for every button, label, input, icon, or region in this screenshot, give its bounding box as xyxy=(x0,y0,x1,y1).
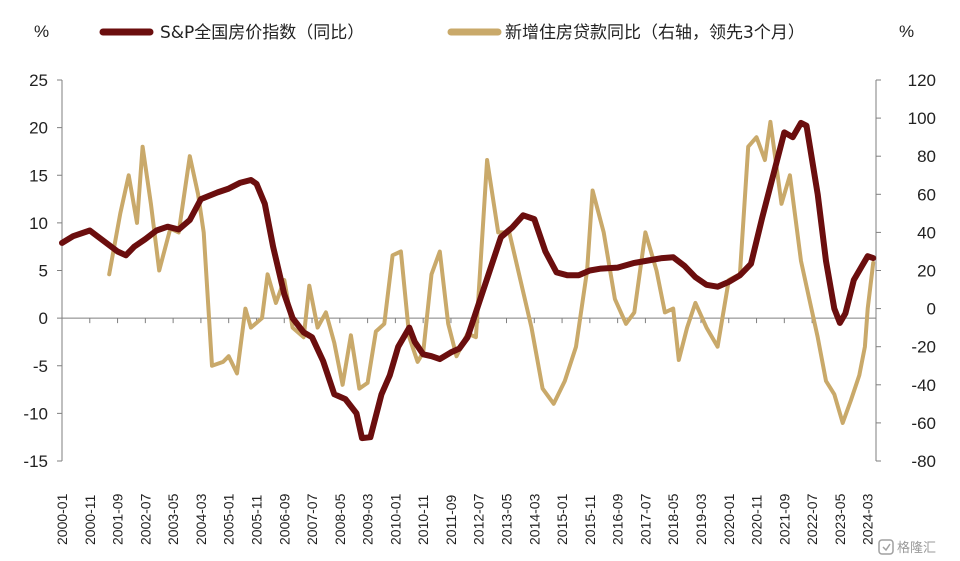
legend: S&P全国房价指数（同比） 新增住房贷款同比（右轴，领先3个月） xyxy=(99,23,805,43)
x-axis-tick-label: 2016-09 xyxy=(610,493,626,545)
x-axis-tick-label: 2000-11 xyxy=(82,494,98,545)
right-axis-tick-label: 80 xyxy=(917,147,936,166)
x-axis-tick-label: 2015-11 xyxy=(582,494,598,545)
series-lines xyxy=(59,119,877,442)
series-line-1 xyxy=(59,119,877,442)
left-axis-tick-label: 25 xyxy=(29,71,48,90)
left-axis-tick-label: 15 xyxy=(29,166,48,185)
left-axis-unit: % xyxy=(34,22,49,41)
x-axis-tick-label: 2015-01 xyxy=(554,493,570,545)
x-axis-tick-label: 2022-07 xyxy=(804,493,820,545)
x-axis-tick-label: 2023-05 xyxy=(832,493,848,545)
right-axis-tick-label: -80 xyxy=(911,452,936,471)
legend-label-series-1: S&P全国房价指数（同比） xyxy=(160,23,364,43)
axes: 25 20 15 10 5 0 -5 -10 -15 120 100 80 60 40 20 0 -20 -40 -… xyxy=(23,71,936,545)
series-line-2 xyxy=(107,119,876,425)
right-axis-unit: % xyxy=(899,22,914,41)
legend-label-series-2: 新增住房贷款同比（右轴，领先3个月） xyxy=(505,23,805,43)
x-axis-tick-label: 2011-09 xyxy=(443,494,459,545)
left-axis-tick-label: 0 xyxy=(39,309,48,328)
x-axis-tick-label: 2024-03 xyxy=(860,493,876,545)
x-axis-tick-label: 2005-11 xyxy=(248,494,264,545)
right-axis-tick-label: 120 xyxy=(908,71,936,90)
x-axis-tick-label: 2014-03 xyxy=(526,493,542,545)
left-axis-tick-label: 10 xyxy=(29,214,48,233)
right-axis-tick-label: 40 xyxy=(917,223,936,242)
right-axis-tick-label: 20 xyxy=(917,262,936,281)
right-axis-tick-label: -60 xyxy=(911,414,936,433)
x-axis-tick-label: 2010-11 xyxy=(415,494,431,545)
x-axis-tick-label: 2005-01 xyxy=(221,493,237,545)
left-axis-tick-label: 5 xyxy=(39,262,48,281)
x-axis-tick-label: 2020-01 xyxy=(721,493,737,545)
right-axis-tick-label: 0 xyxy=(927,300,936,319)
x-axis-tick-label: 2021-09 xyxy=(776,493,792,545)
left-axis-tick-label: -15 xyxy=(23,452,48,471)
watermark-logo-icon xyxy=(878,539,894,555)
x-axis-tick-label: 2010-01 xyxy=(387,493,403,545)
right-axis-tick-label: 100 xyxy=(908,109,936,128)
left-axis-tick-label: -5 xyxy=(33,357,48,376)
x-axis-tick-label: 2017-07 xyxy=(637,493,653,545)
x-axis-tick-label: 2007-07 xyxy=(304,493,320,545)
watermark-text: 格隆汇 xyxy=(897,540,936,556)
x-axis-tick-label: 2002-07 xyxy=(137,493,153,545)
left-axis-tick-label: 20 xyxy=(29,119,48,138)
x-axis-tick-label: 2001-09 xyxy=(110,493,126,545)
x-axis-tick-label: 2013-05 xyxy=(499,493,515,545)
x-axis-tick-label: 2004-03 xyxy=(193,493,209,545)
x-axis-tick-label: 2003-05 xyxy=(165,493,181,545)
x-axis-tick-label: 2020-11 xyxy=(749,494,765,545)
x-axis-tick-label: 2008-05 xyxy=(332,493,348,545)
x-axis-tick-label: 2000-01 xyxy=(54,493,70,545)
left-axis-tick-label: -10 xyxy=(23,404,48,423)
x-axis-tick-label: 2006-09 xyxy=(276,493,292,545)
right-axis-tick-label: -20 xyxy=(911,338,936,357)
watermark: 格隆汇 xyxy=(878,539,936,556)
x-axis-tick-label: 2018-05 xyxy=(665,493,681,545)
x-axis-tick-label: 2009-03 xyxy=(360,493,376,545)
right-axis-tick-label: 60 xyxy=(917,185,936,204)
right-axis-tick-label: -40 xyxy=(911,376,936,395)
x-axis-tick-label: 2012-07 xyxy=(471,493,487,545)
x-axis-tick-label: 2019-03 xyxy=(693,493,709,545)
